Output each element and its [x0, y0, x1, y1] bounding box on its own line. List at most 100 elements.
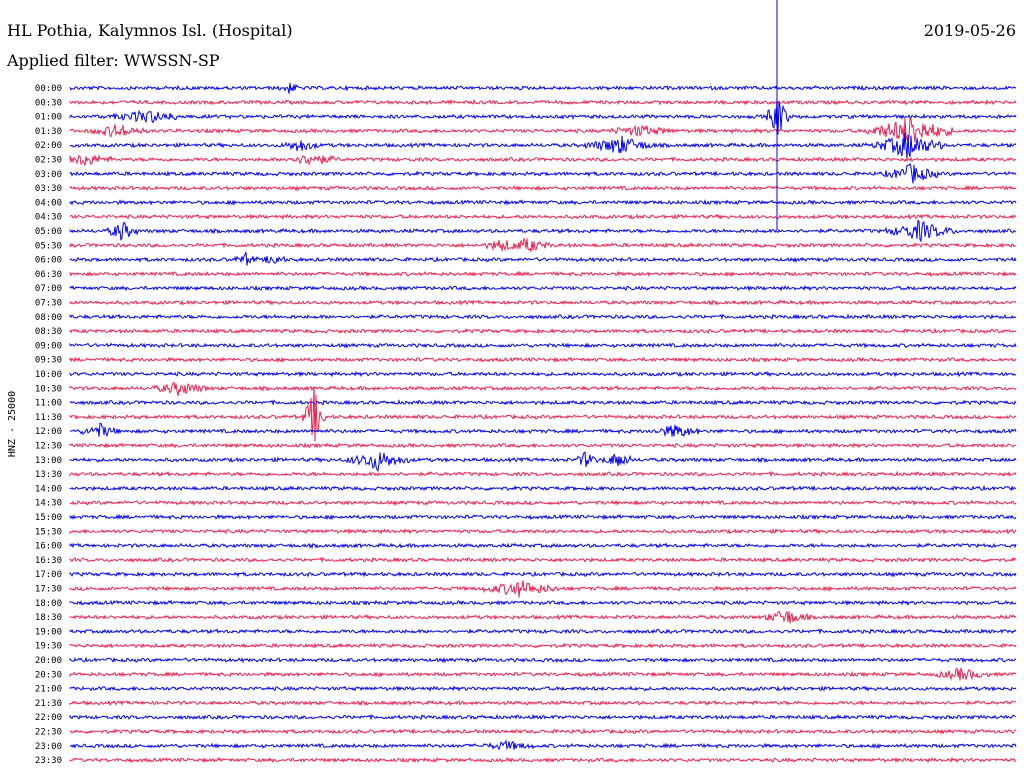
- time-label: 08:30: [35, 327, 62, 337]
- time-label: 02:00: [35, 141, 62, 151]
- time-label: 08:00: [35, 313, 62, 323]
- date: 2019-05-26: [924, 21, 1016, 40]
- time-label: 00:00: [35, 84, 62, 94]
- time-label: 02:30: [35, 156, 62, 166]
- trace: [69, 251, 1017, 266]
- time-label: 10:30: [35, 384, 62, 394]
- trace: [69, 270, 1017, 278]
- time-label: 19:30: [35, 642, 62, 652]
- time-label: 21:00: [35, 685, 62, 695]
- trace: [69, 739, 1017, 751]
- station-title: HL Pothia, Kalymnos Isl. (Hospital): [7, 21, 293, 40]
- axis-label: HNZ - 25000: [7, 391, 18, 457]
- time-label: 17:30: [35, 585, 62, 595]
- time-label: 22:30: [35, 728, 62, 738]
- trace: [69, 570, 1017, 578]
- time-label: 10:00: [35, 370, 62, 380]
- trace: [69, 451, 1017, 473]
- trace: [69, 199, 1017, 206]
- time-label: 07:30: [35, 299, 62, 309]
- trace: [69, 381, 1017, 396]
- time-label: 05:00: [35, 227, 62, 237]
- trace: [69, 98, 1017, 106]
- trace: [69, 642, 1017, 649]
- time-label: 16:30: [35, 556, 62, 566]
- trace: [69, 213, 1017, 221]
- time-label: 13:00: [35, 456, 62, 466]
- trace: [69, 132, 1017, 159]
- time-label: 18:00: [35, 599, 62, 609]
- time-label: 00:30: [35, 98, 62, 108]
- time-label: 23:00: [35, 742, 62, 752]
- trace: [69, 484, 1017, 492]
- time-label: 18:30: [35, 613, 62, 623]
- time-label: 05:30: [35, 241, 62, 251]
- trace: [69, 370, 1017, 378]
- trace: [69, 513, 1017, 521]
- traces: [69, 0, 1017, 764]
- time-label: 14:00: [35, 484, 62, 494]
- trace: [69, 356, 1017, 364]
- time-label: 20:30: [35, 670, 62, 680]
- trace: [69, 756, 1017, 764]
- time-label: 06:00: [35, 256, 62, 266]
- time-label: 22:00: [35, 713, 62, 723]
- trace: [69, 422, 1017, 438]
- time-label: 01:00: [35, 113, 62, 123]
- trace: [69, 284, 1017, 292]
- trace: [69, 685, 1017, 692]
- time-label: 03:30: [35, 184, 62, 194]
- time-label: 13:30: [35, 470, 62, 480]
- trace: [69, 713, 1017, 721]
- time-label: 12:30: [35, 442, 62, 452]
- time-label: 07:00: [35, 284, 62, 294]
- time-label: 01:30: [35, 127, 62, 137]
- time-label: 19:00: [35, 627, 62, 637]
- time-label: 04:00: [35, 198, 62, 208]
- time-label: 09:30: [35, 356, 62, 366]
- trace: [69, 699, 1017, 707]
- time-label: 04:30: [35, 213, 62, 223]
- trace: [69, 237, 1017, 252]
- time-label: 06:30: [35, 270, 62, 280]
- trace: [69, 556, 1017, 564]
- time-label: 09:00: [35, 341, 62, 351]
- trace: [69, 627, 1017, 635]
- trace: [69, 499, 1017, 506]
- time-label: 15:00: [35, 513, 62, 523]
- time-label: 20:00: [35, 656, 62, 666]
- trace: [69, 219, 1017, 243]
- trace: [69, 117, 1017, 144]
- trace: [69, 299, 1017, 306]
- trace: [69, 727, 1017, 735]
- trace: [69, 97, 1017, 135]
- trace: [69, 470, 1017, 478]
- trace: [69, 528, 1017, 535]
- trace: [69, 542, 1017, 550]
- time-label: 12:00: [35, 427, 62, 437]
- trace: [69, 82, 1017, 94]
- trace: [69, 342, 1017, 349]
- trace: [69, 667, 1017, 681]
- trace: [69, 399, 1017, 406]
- trace: [69, 162, 1017, 184]
- time-label: 11:30: [35, 413, 62, 423]
- trace: [69, 184, 1017, 192]
- time-label: 17:00: [35, 570, 62, 580]
- trace: [69, 580, 1017, 598]
- trace: [69, 313, 1017, 321]
- trace: [69, 656, 1017, 664]
- trace: [69, 599, 1017, 607]
- time-label: 23:30: [35, 756, 62, 766]
- time-label: 16:00: [35, 542, 62, 552]
- time-label: 03:00: [35, 170, 62, 180]
- time-label: 11:00: [35, 399, 62, 409]
- time-label: 15:30: [35, 527, 62, 537]
- trace: [69, 154, 1017, 166]
- time-label: 21:30: [35, 699, 62, 709]
- filter-label: Applied filter: WWSSN-SP: [6, 51, 220, 70]
- trace: [69, 327, 1017, 335]
- trace: [69, 610, 1017, 624]
- time-label: 14:30: [35, 499, 62, 509]
